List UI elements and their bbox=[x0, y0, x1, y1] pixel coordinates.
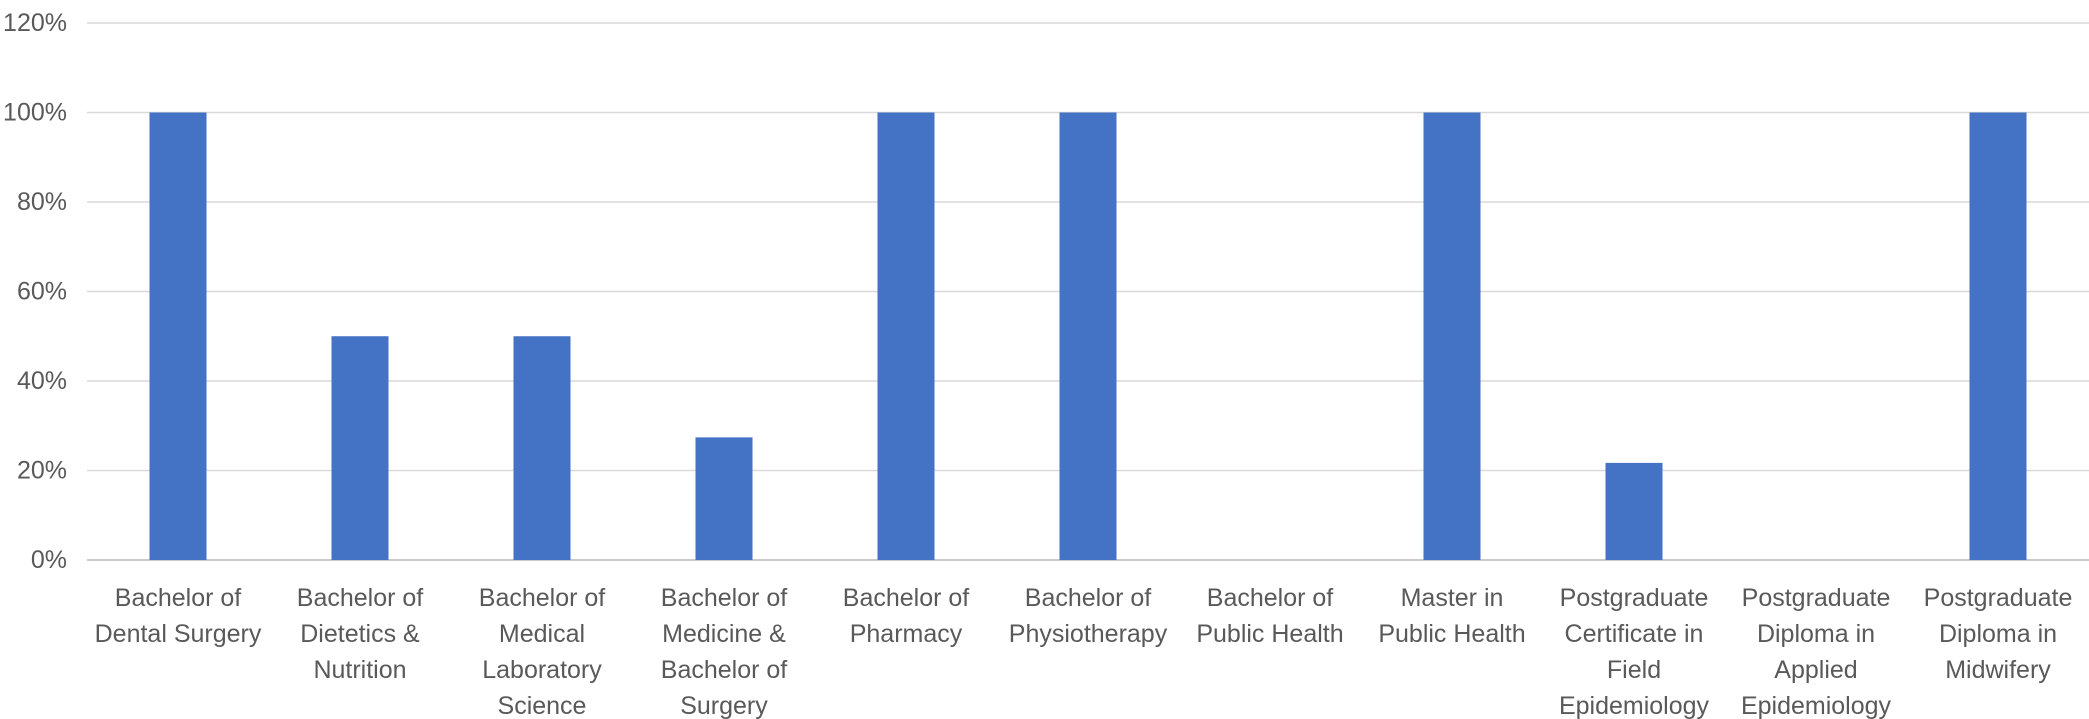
x-tick-label: Master in Public Health bbox=[1378, 584, 1525, 648]
x-tick-label: Bachelor of Medical Laboratory Science bbox=[479, 584, 606, 719]
bar bbox=[149, 112, 207, 560]
bar bbox=[513, 336, 571, 560]
y-tick-label: 60% bbox=[17, 278, 67, 306]
x-tick-label: Postgraduate Certificate in Field Epidemiol… bbox=[1559, 584, 1710, 719]
y-tick-label: 80% bbox=[17, 188, 67, 216]
bar bbox=[331, 336, 389, 560]
y-tick-label: 100% bbox=[3, 99, 67, 127]
bar bbox=[1059, 112, 1117, 560]
x-tick-label: Bachelor of Physiotherapy bbox=[1009, 584, 1168, 648]
bar bbox=[1969, 112, 2027, 560]
y-tick-label: 120% bbox=[3, 9, 67, 37]
x-tick-label: Bachelor of Dietetics & Nutrition bbox=[297, 584, 424, 684]
bar bbox=[1605, 462, 1663, 560]
x-tick-label: Bachelor of Medicine & Bachelor of Surgery bbox=[661, 584, 788, 719]
x-tick-label: Postgraduate Diploma in Applied Epidemiolog… bbox=[1741, 584, 1892, 719]
bar bbox=[877, 112, 935, 560]
bar bbox=[695, 437, 753, 560]
y-tick-label: 0% bbox=[31, 546, 67, 574]
x-tick-label: Bachelor of Pharmacy bbox=[843, 584, 970, 648]
x-tick-label: Postgraduate Diploma in Midwifery bbox=[1924, 584, 2073, 684]
x-tick-label: Bachelor of Public Health bbox=[1196, 584, 1343, 648]
y-tick-label: 40% bbox=[17, 367, 67, 395]
bar bbox=[1423, 112, 1481, 560]
x-tick-label: Bachelor of Dental Surgery bbox=[95, 584, 262, 648]
y-tick-label: 20% bbox=[17, 457, 67, 485]
